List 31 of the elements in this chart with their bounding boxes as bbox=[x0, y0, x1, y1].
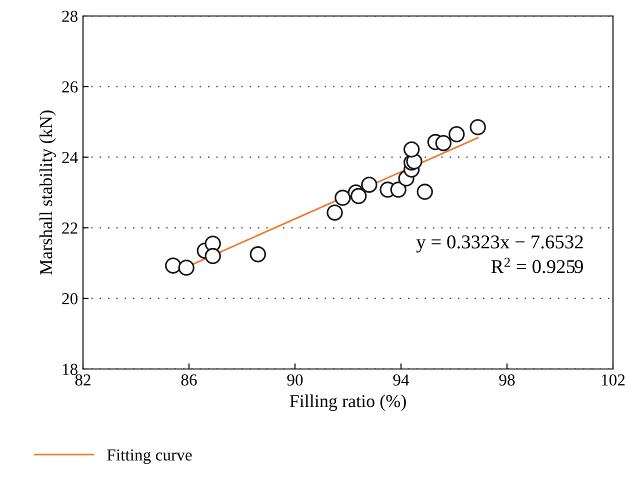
point bbox=[350, 188, 367, 204]
point bbox=[164, 257, 182, 274]
y-axis-title: Marshall stability (kN) bbox=[39, 110, 56, 275]
y-tick-label: 24 bbox=[62, 152, 78, 163]
x-tick-label: 98 bbox=[499, 374, 515, 386]
annotation: y = 0.3323x − 7.6532 bbox=[416, 235, 583, 252]
point bbox=[334, 190, 351, 206]
point bbox=[250, 246, 266, 262]
point bbox=[204, 248, 221, 264]
point bbox=[326, 204, 343, 221]
point bbox=[435, 134, 452, 152]
y-tick-label: 18 bbox=[62, 364, 78, 375]
x-axis-title: Filling ratio (%) bbox=[290, 394, 406, 411]
legend-label: Fitting curve bbox=[107, 449, 192, 464]
x-tick-label: 102 bbox=[602, 374, 625, 386]
x-tick-label: 82 bbox=[75, 374, 90, 386]
y-tick-label: 26 bbox=[62, 81, 78, 93]
point bbox=[416, 184, 433, 200]
x-tick-label: 94 bbox=[393, 374, 410, 386]
y-tick-label: 20 bbox=[62, 293, 78, 304]
point bbox=[403, 141, 420, 158]
point bbox=[448, 126, 465, 142]
y-tick-label: 22 bbox=[62, 222, 78, 234]
point bbox=[361, 176, 378, 193]
x-tick-label: 86 bbox=[181, 374, 197, 386]
annotation: R$^{2}$ = 0.9259 bbox=[491, 258, 583, 274]
y-tick-label: 28 bbox=[62, 10, 78, 22]
point bbox=[390, 182, 406, 198]
point bbox=[470, 119, 486, 136]
x-tick-label: 90 bbox=[287, 374, 303, 386]
point bbox=[178, 260, 194, 276]
